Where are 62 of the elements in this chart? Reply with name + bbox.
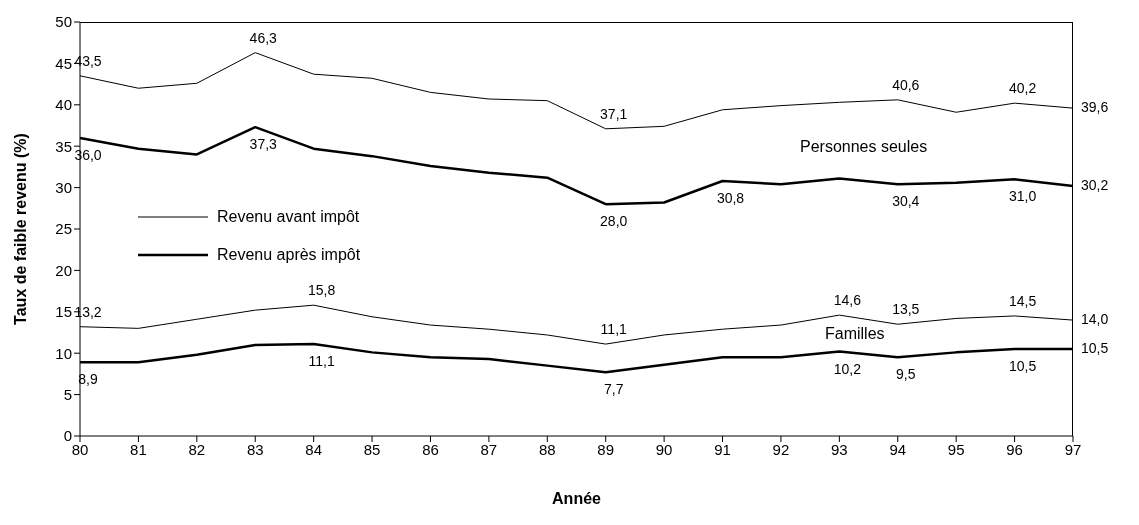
y-tick-label: 25 xyxy=(55,220,72,238)
data-label: 11,1 xyxy=(308,353,335,370)
data-label: 39,6 xyxy=(1081,99,1109,116)
data-label: 10,5 xyxy=(1008,358,1037,375)
data-label: 14,0 xyxy=(1081,311,1109,328)
data-label: 7,7 xyxy=(603,381,624,398)
y-axis-title: Taux de faible revenu (%) xyxy=(11,133,29,325)
data-label: 15,8 xyxy=(308,282,336,299)
y-tick-label: 45 xyxy=(55,54,72,72)
data-label: 30,2 xyxy=(1081,176,1109,193)
x-tick-label: 88 xyxy=(538,440,556,458)
x-tick-label: 84 xyxy=(305,440,322,458)
data-label: 30,8 xyxy=(716,189,745,206)
legend-label: Revenu après impôt xyxy=(217,246,361,264)
x-tick-label: 85 xyxy=(363,440,381,458)
data-label: 11,1 xyxy=(600,321,628,338)
data-label: 28,0 xyxy=(600,213,628,230)
x-tick-label: 91 xyxy=(714,440,731,458)
data-label: 31,0 xyxy=(1008,188,1037,205)
y-tick-label: 0 xyxy=(63,427,72,445)
data-label: 14,6 xyxy=(833,292,862,309)
x-tick-label: 94 xyxy=(889,440,907,458)
y-tick-label: 5 xyxy=(63,385,72,403)
data-label: 13,2 xyxy=(74,303,102,320)
y-tick-label: 40 xyxy=(55,96,72,114)
x-tick-label: 90 xyxy=(655,440,673,458)
data-label: 10,2 xyxy=(833,360,862,377)
y-tick-label: 15 xyxy=(55,303,72,321)
data-label: 9,5 xyxy=(896,366,916,383)
data-label: 36,0 xyxy=(74,146,102,163)
x-tick-label: 80 xyxy=(71,440,89,458)
annotation: Familles xyxy=(825,325,885,343)
x-tick-label: 96 xyxy=(1006,440,1023,458)
x-axis-title: Année xyxy=(552,490,602,507)
data-label: 40,6 xyxy=(892,76,920,93)
data-label: 10,5 xyxy=(1081,340,1109,357)
y-tick-label: 10 xyxy=(55,344,72,362)
data-label: 13,5 xyxy=(892,301,920,318)
data-label: 37,1 xyxy=(600,105,628,122)
data-label: 14,5 xyxy=(1008,292,1037,309)
y-tick-label: 20 xyxy=(55,261,72,279)
data-label: 40,2 xyxy=(1008,80,1037,97)
x-tick-label: 95 xyxy=(947,440,965,458)
data-label: 30,4 xyxy=(892,193,920,210)
x-tick-label: 87 xyxy=(480,440,498,458)
y-tick-label: 35 xyxy=(55,137,72,155)
x-tick-label: 93 xyxy=(831,440,848,458)
x-tick-label: 83 xyxy=(246,440,264,458)
legend-label: Revenu avant impôt xyxy=(217,208,360,226)
x-tick-label: 92 xyxy=(772,440,790,458)
x-tick-label: 82 xyxy=(188,440,206,458)
x-tick-label: 89 xyxy=(597,440,615,458)
y-tick-label: 30 xyxy=(55,178,72,196)
data-label: 46,3 xyxy=(249,29,278,46)
x-tick-label: 86 xyxy=(422,440,439,458)
y-tick-label: 50 xyxy=(55,13,72,31)
x-tick-label: 81 xyxy=(130,440,147,458)
annotation: Personnes seules xyxy=(800,138,928,156)
data-label: 43,5 xyxy=(74,52,102,69)
data-label: 8,9 xyxy=(78,371,98,388)
data-label: 37,3 xyxy=(249,136,278,153)
x-tick-label: 97 xyxy=(1064,440,1082,458)
